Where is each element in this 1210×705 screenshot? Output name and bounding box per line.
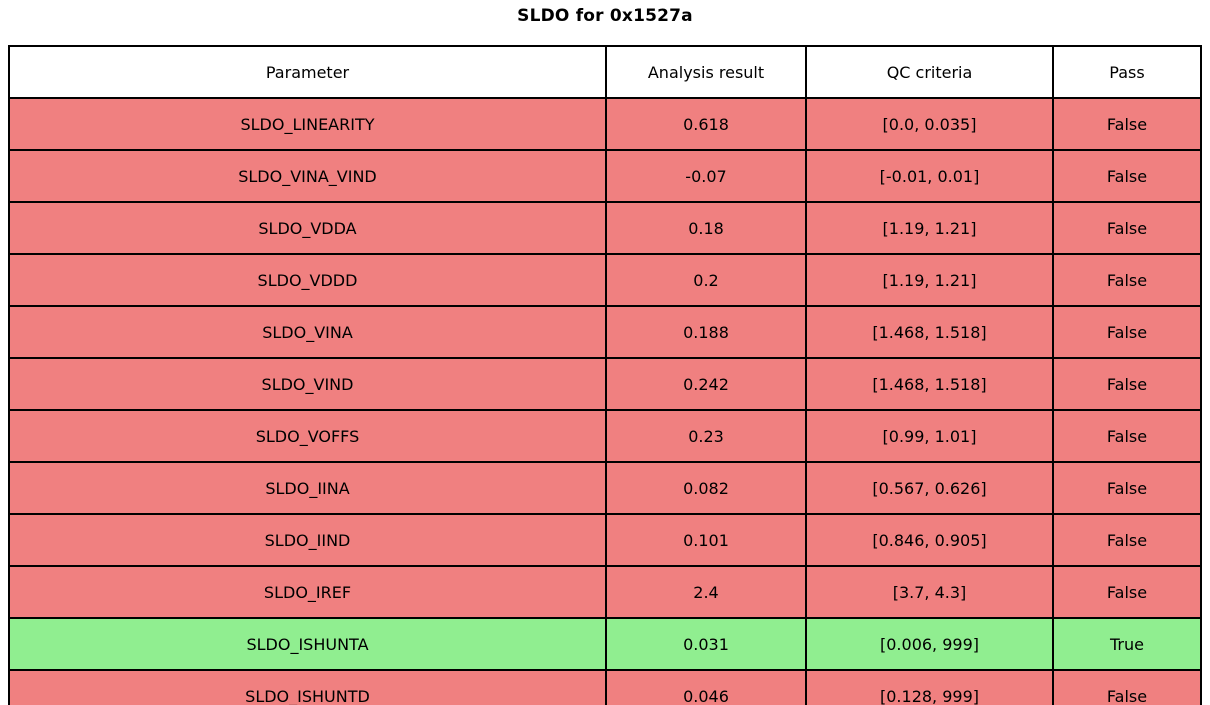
qc-criteria-cell: [3.7, 4.3] — [805, 565, 1054, 619]
table-row: SLDO_VIND 0.242 [1.468, 1.518] False — [8, 357, 1202, 411]
analysis-result-cell: 0.101 — [605, 513, 807, 567]
analysis-result-cell: 0.2 — [605, 253, 807, 307]
table-row: SLDO_IREF 2.4 [3.7, 4.3] False — [8, 565, 1202, 619]
table-row: SLDO_VINA 0.188 [1.468, 1.518] False — [8, 305, 1202, 359]
qc-criteria-cell: [0.006, 999] — [805, 617, 1054, 671]
table-row: SLDO_VDDD 0.2 [1.19, 1.21] False — [8, 253, 1202, 307]
analysis-result-cell: 0.18 — [605, 201, 807, 255]
column-header-parameter: Parameter — [8, 45, 607, 99]
pass-cell: False — [1052, 201, 1202, 255]
table-header-row: Parameter Analysis result QC criteria Pa… — [8, 45, 1202, 99]
pass-cell: False — [1052, 461, 1202, 515]
pass-cell: False — [1052, 253, 1202, 307]
column-header-qc-criteria: QC criteria — [805, 45, 1054, 99]
parameter-cell: SLDO_ISHUNTA — [8, 617, 607, 671]
table-row: SLDO_LINEARITY 0.618 [0.0, 0.035] False — [8, 97, 1202, 151]
analysis-result-cell: 0.082 — [605, 461, 807, 515]
analysis-result-cell: 2.4 — [605, 565, 807, 619]
parameter-cell: SLDO_IREF — [8, 565, 607, 619]
analysis-result-cell: 0.618 — [605, 97, 807, 151]
table-row: SLDO_ISHUNTA 0.031 [0.006, 999] True — [8, 617, 1202, 671]
qc-criteria-cell: [1.19, 1.21] — [805, 201, 1054, 255]
qc-criteria-cell: [1.468, 1.518] — [805, 357, 1054, 411]
column-header-pass: Pass — [1052, 45, 1202, 99]
table-row: SLDO_IIND 0.101 [0.846, 0.905] False — [8, 513, 1202, 567]
parameter-cell: SLDO_VOFFS — [8, 409, 607, 463]
parameter-cell: SLDO_VDDD — [8, 253, 607, 307]
qc-criteria-cell: [0.128, 999] — [805, 669, 1054, 705]
pass-cell: False — [1052, 409, 1202, 463]
pass-cell: False — [1052, 513, 1202, 567]
qc-criteria-cell: [1.19, 1.21] — [805, 253, 1054, 307]
qc-results-table: Parameter Analysis result QC criteria Pa… — [8, 45, 1202, 705]
parameter-cell: SLDO_VINA — [8, 305, 607, 359]
analysis-result-cell: 0.242 — [605, 357, 807, 411]
parameter-cell: SLDO_IIND — [8, 513, 607, 567]
analysis-result-cell: 0.23 — [605, 409, 807, 463]
table-row: SLDO_VOFFS 0.23 [0.99, 1.01] False — [8, 409, 1202, 463]
analysis-result-cell: 0.031 — [605, 617, 807, 671]
parameter-cell: SLDO_IINA — [8, 461, 607, 515]
analysis-result-cell: 0.046 — [605, 669, 807, 705]
parameter-cell: SLDO_LINEARITY — [8, 97, 607, 151]
column-header-analysis-result: Analysis result — [605, 45, 807, 99]
pass-cell: False — [1052, 357, 1202, 411]
qc-criteria-cell: [0.846, 0.905] — [805, 513, 1054, 567]
analysis-result-cell: -0.07 — [605, 149, 807, 203]
pass-cell: False — [1052, 669, 1202, 705]
pass-cell: False — [1052, 149, 1202, 203]
table-row: SLDO_ISHUNTD 0.046 [0.128, 999] False — [8, 669, 1202, 705]
qc-criteria-cell: [-0.01, 0.01] — [805, 149, 1054, 203]
analysis-result-cell: 0.188 — [605, 305, 807, 359]
pass-cell: False — [1052, 565, 1202, 619]
table-row: SLDO_VINA_VIND -0.07 [-0.01, 0.01] False — [8, 149, 1202, 203]
parameter-cell: SLDO_VIND — [8, 357, 607, 411]
parameter-cell: SLDO_VINA_VIND — [8, 149, 607, 203]
qc-criteria-cell: [1.468, 1.518] — [805, 305, 1054, 359]
parameter-cell: SLDO_ISHUNTD — [8, 669, 607, 705]
qc-criteria-cell: [0.99, 1.01] — [805, 409, 1054, 463]
table-row: SLDO_IINA 0.082 [0.567, 0.626] False — [8, 461, 1202, 515]
pass-cell: True — [1052, 617, 1202, 671]
page-title: SLDO for 0x1527a — [517, 6, 693, 26]
qc-criteria-cell: [0.0, 0.035] — [805, 97, 1054, 151]
parameter-cell: SLDO_VDDA — [8, 201, 607, 255]
pass-cell: False — [1052, 305, 1202, 359]
table-row: SLDO_VDDA 0.18 [1.19, 1.21] False — [8, 201, 1202, 255]
qc-criteria-cell: [0.567, 0.626] — [805, 461, 1054, 515]
pass-cell: False — [1052, 97, 1202, 151]
